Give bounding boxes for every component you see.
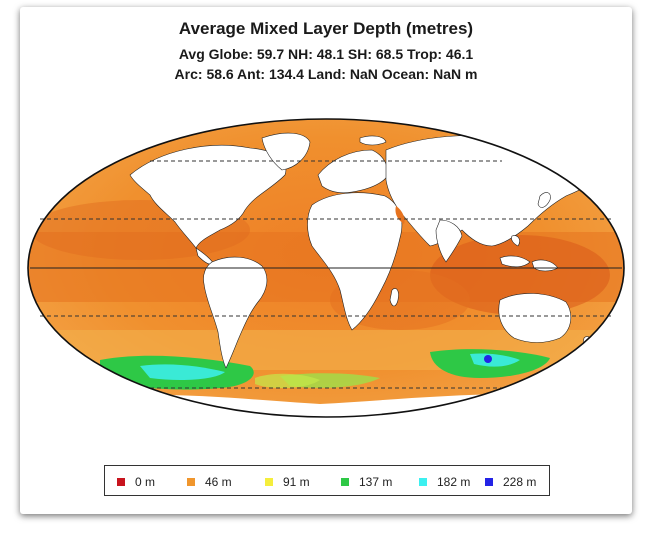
legend-item-46m: 46 m <box>187 475 232 489</box>
legend-item-182m: 182 m <box>419 475 470 489</box>
legend-swatch <box>485 478 493 486</box>
north-america <box>129 145 287 249</box>
stats-line-1: Avg Globe: 59.7 NH: 48.1 SH: 68.5 Trop: … <box>178 46 474 62</box>
legend-swatch <box>341 478 349 486</box>
legend-item-228m: 228 m <box>485 475 536 489</box>
legend-item-91m: 91 m <box>265 475 310 489</box>
legend-item-137m: 137 m <box>341 475 392 489</box>
legend-swatch <box>265 478 273 486</box>
legend-item-0m: 0 m <box>117 475 155 489</box>
globe-outline <box>27 118 625 418</box>
latitude-lines <box>30 160 622 389</box>
legend-swatch <box>117 478 125 486</box>
legend-swatch <box>187 478 195 486</box>
map-title: Average Mixed Layer Depth (metres) <box>178 19 474 38</box>
legend-swatch <box>419 478 427 486</box>
stats-line-2: Arc: 58.6 Ant: 134.4 Land: NaN Ocean: Na… <box>174 66 478 82</box>
south-america <box>203 256 268 369</box>
australia <box>498 293 572 343</box>
color-legend: 0 m 46 m 91 m 137 m 182 m 228 m <box>104 465 550 496</box>
africa <box>307 192 403 331</box>
